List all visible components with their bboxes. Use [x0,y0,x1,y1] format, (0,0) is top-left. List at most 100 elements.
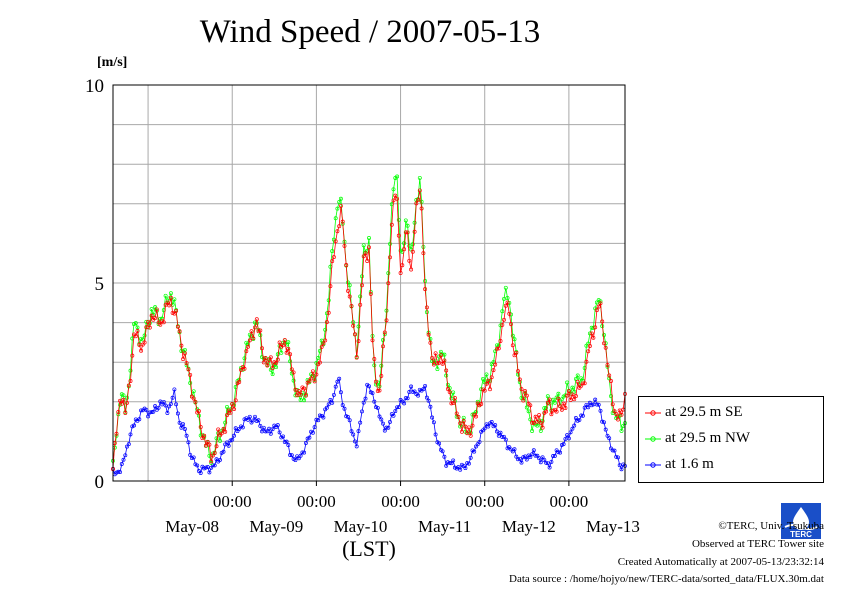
series-point [500,435,505,439]
series-point [223,420,228,425]
series-point [428,336,433,341]
series-point [146,414,151,419]
series-point [247,338,252,343]
series-point [323,327,328,332]
series-point [125,444,129,449]
series-point [253,320,257,325]
series-point [302,386,307,391]
series-point [119,462,124,466]
series-point [168,401,173,406]
x-date-label: May-09 [249,517,303,536]
series-point [584,359,589,364]
series-point [351,432,356,437]
series-point [570,426,575,431]
series-point [188,452,193,457]
svg-text:TERC: TERC [790,530,812,539]
series-point [335,206,340,211]
series-point [617,408,622,413]
series-point [291,378,296,383]
series-point [458,467,463,472]
series-point [328,398,333,402]
series-point [526,409,531,414]
series-point [331,392,336,397]
series-point [170,302,175,307]
series-point [528,403,533,408]
series-point [372,399,377,404]
series-point [405,230,410,235]
series-point [619,467,624,472]
series-point [370,391,375,396]
series-point [174,308,179,313]
series-point [619,428,624,433]
series-point [326,310,331,315]
series-point [356,429,361,434]
series-point [600,319,605,324]
series-point [542,457,547,462]
series-point [456,465,461,470]
series-point [218,438,222,443]
series-point [347,418,352,423]
series-point [517,456,522,461]
series-point [165,411,170,415]
series-point [402,247,407,252]
series-point [412,220,417,225]
series-point [358,302,363,307]
series-point [466,425,471,430]
series-point [421,387,426,392]
series-point [137,417,142,422]
series-point [342,243,347,248]
series-point [249,329,254,334]
series-point [363,251,368,256]
series-point [265,429,270,434]
series-point [114,431,119,436]
series-point [449,461,454,466]
series-point [232,433,236,438]
series-point [353,332,357,337]
series-point [565,393,570,398]
series-point [377,388,382,393]
series-point [396,217,401,222]
series-point [484,372,489,377]
series-point [179,349,184,353]
series-point [337,224,342,229]
series-point [170,310,175,315]
series-point [288,352,293,357]
series-point [132,423,136,428]
series-point [589,331,594,336]
y-tick-label: 5 [95,274,105,295]
series-point [244,349,249,354]
series-point [545,400,550,405]
series-point [474,414,478,419]
series-point [184,361,189,366]
series-point [340,219,345,224]
series-point [123,453,128,458]
series-point [331,255,336,260]
series-point [118,398,122,403]
series-point [500,309,505,314]
series-point [182,351,187,356]
series-point [423,287,428,292]
series-point [402,241,407,246]
series-point [347,283,352,288]
series-point [616,455,620,460]
series-point [181,357,186,362]
series-point [233,398,238,403]
series-point [609,394,613,399]
series-point [442,454,447,459]
series-point [572,423,577,428]
series-point [202,433,207,438]
series-point [361,400,366,405]
series-point [519,460,524,465]
series-point [309,376,314,381]
series-point [321,415,326,420]
series-point [335,229,340,234]
series-point [610,448,615,453]
series-point [596,304,601,309]
series-point [398,271,403,275]
series-line-2 [112,377,626,476]
series-point [118,470,122,475]
series-point [428,404,433,409]
series-point [465,461,470,466]
series-point [147,410,152,415]
series-point [573,394,578,399]
